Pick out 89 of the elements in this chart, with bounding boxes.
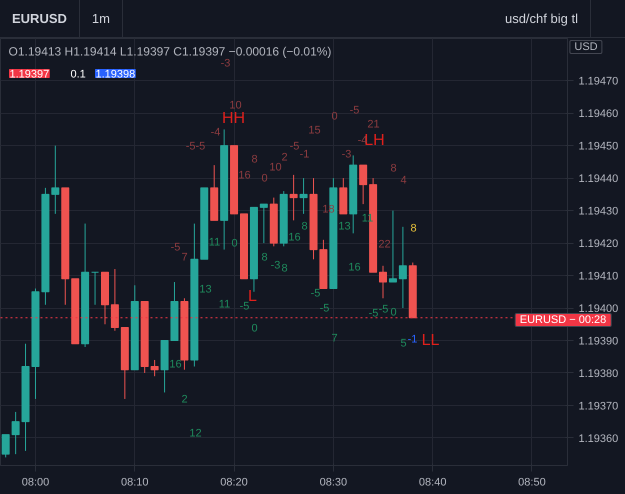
- annotation: 11: [208, 236, 220, 248]
- annotation: -5: [170, 242, 180, 254]
- y-tick-label: 1.19420: [578, 238, 618, 250]
- candlestick: [150, 359, 159, 377]
- chart-title: EURUSD: [0, 0, 80, 38]
- candlestick: [110, 268, 119, 332]
- candlestick: [388, 210, 397, 283]
- y-tick-label: 1.19380: [578, 368, 618, 380]
- candlestick: [359, 164, 368, 205]
- annotation: -3: [220, 58, 230, 70]
- annotation: -4: [210, 126, 220, 138]
- annotation: HH: [222, 110, 246, 127]
- candlestick: [398, 226, 407, 309]
- x-tick-label: 08:40: [418, 476, 446, 488]
- candlestick: [51, 145, 60, 214]
- annotation: 0: [331, 110, 338, 122]
- annotation: 0.1: [70, 68, 86, 80]
- y-tick-label: 1.19410: [578, 270, 618, 283]
- annotation: -3: [270, 260, 280, 272]
- y-tick-label: 1.19460: [578, 108, 618, 120]
- y-tick-label: 1.19450: [578, 140, 618, 153]
- annotation: 8: [261, 252, 268, 264]
- annotation: -5: [240, 300, 250, 312]
- y-tick-label: 1.19470: [578, 76, 618, 88]
- annotation: -5: [350, 104, 360, 116]
- annotation: LL: [422, 332, 440, 349]
- candlestick: [300, 178, 308, 214]
- x-tick-label: 08:00: [22, 476, 50, 488]
- annotation: -5: [290, 140, 300, 152]
- y-tick-label: 1.19370: [578, 400, 618, 412]
- annotation: 0: [390, 306, 397, 318]
- annotation: 10: [229, 100, 242, 112]
- annotation: -3: [342, 148, 352, 160]
- annotation: 4: [400, 174, 407, 186]
- annotation: -1: [300, 148, 310, 160]
- annotation: -1: [408, 334, 418, 346]
- annotation: 7: [181, 252, 188, 264]
- annotation: O1.19413 H1.19414 L1.19397 C1.19397 −0.00016 (−0.01%): [8, 44, 332, 58]
- annotation: 0: [261, 172, 268, 184]
- candlestick: [91, 272, 100, 306]
- x-tick-label: 08:20: [220, 476, 248, 488]
- y-tick-label: 1.19390: [578, 335, 618, 348]
- chart-subtitle: 1m: [80, 0, 123, 38]
- annotation: 12: [189, 428, 202, 440]
- y-tick-label: 1.19360: [578, 432, 618, 445]
- annotation: 11: [218, 298, 230, 310]
- annotation: 1.19398: [96, 68, 136, 80]
- annotation: 7: [331, 332, 338, 344]
- annotation: 16: [238, 170, 251, 182]
- y-tick-label: 1.19400: [578, 303, 618, 316]
- annotation: 8: [251, 154, 258, 166]
- text: USD: [569, 40, 603, 54]
- annotation: 13: [199, 284, 212, 296]
- candlestick: [260, 204, 268, 244]
- y-tick-label: 1.19430: [578, 206, 618, 218]
- annotation: 8: [390, 162, 397, 174]
- annotation: 8: [301, 220, 308, 232]
- annotation: 8: [410, 222, 417, 234]
- annotation: 16: [288, 232, 301, 244]
- annotation: -5: [378, 304, 388, 316]
- annotation: 2: [181, 394, 188, 406]
- annotation: -5-5: [186, 140, 206, 152]
- text: usd/chf big tl: [492, 0, 591, 38]
- annotation: 16: [169, 358, 182, 370]
- annotation: EURUSD − 00:28: [514, 313, 612, 327]
- annotation: 13: [338, 220, 351, 232]
- y-tick-label: 1.19440: [578, 173, 618, 186]
- annotation: 8: [281, 262, 288, 274]
- annotation: 0: [231, 238, 238, 250]
- candlestick: [12, 411, 20, 455]
- candlestick: [378, 265, 387, 299]
- annotation: -5: [320, 302, 330, 314]
- candlestick: [2, 434, 10, 458]
- annotation: 0: [251, 322, 258, 334]
- annotation: 2: [281, 152, 288, 164]
- x-tick-label: 08:10: [121, 476, 149, 488]
- annotation: 5: [400, 338, 407, 350]
- annotation: 15: [308, 124, 321, 136]
- annotation: 10: [269, 162, 282, 174]
- x-tick-label: 08:50: [518, 476, 546, 488]
- annotation: 21: [367, 118, 380, 130]
- annotation: -5: [310, 288, 320, 300]
- annotation: -5: [368, 308, 378, 320]
- annotation: 16: [348, 262, 361, 274]
- annotation: 22: [378, 238, 391, 250]
- annotation: 1.19397: [10, 68, 50, 80]
- candlestick: [290, 174, 298, 221]
- annotation: L: [248, 288, 258, 305]
- x-tick-label: 08:30: [320, 476, 348, 488]
